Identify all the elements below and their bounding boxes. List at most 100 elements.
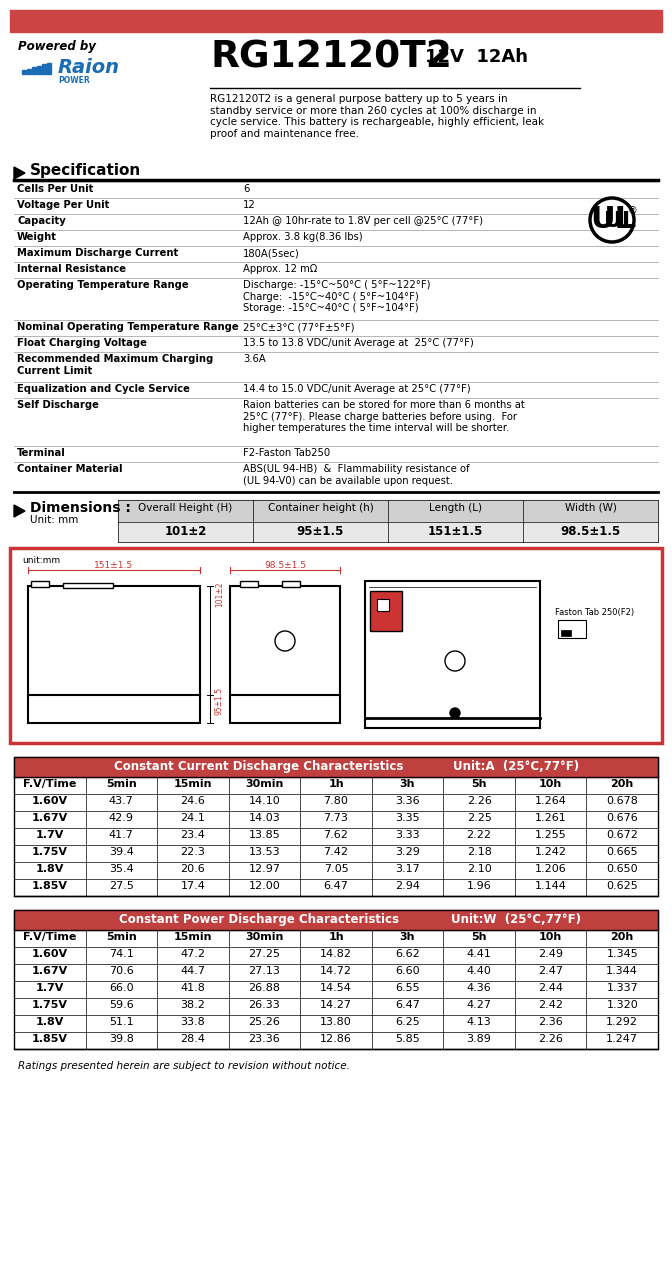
Text: 20h: 20h (611, 780, 634, 788)
Text: 2.44: 2.44 (538, 983, 563, 993)
Text: 1.75V: 1.75V (32, 1000, 68, 1010)
Text: unit:mm: unit:mm (22, 556, 60, 564)
Text: 26.88: 26.88 (249, 983, 280, 993)
Text: Terminal: Terminal (17, 448, 66, 458)
Bar (28, 586, 200, 723)
Text: Container height (h): Container height (h) (267, 503, 374, 513)
Bar (14, 1015, 658, 1032)
Bar (118, 522, 658, 541)
Text: Length (L): Length (L) (429, 503, 482, 513)
Text: 3.17: 3.17 (395, 864, 420, 874)
Text: Unit:W  (25°C,77°F): Unit:W (25°C,77°F) (452, 913, 581, 925)
Bar (63, 582, 113, 588)
Bar (14, 1032, 658, 1050)
Text: 12.00: 12.00 (249, 881, 280, 891)
Text: 13.85: 13.85 (249, 829, 280, 840)
Text: 4.40: 4.40 (466, 966, 491, 975)
Text: 98.5±1.5: 98.5±1.5 (264, 561, 306, 570)
Text: POWER: POWER (58, 76, 90, 84)
Text: 12.97: 12.97 (249, 864, 280, 874)
Text: 14.54: 14.54 (320, 983, 352, 993)
Text: 1.7V: 1.7V (36, 983, 64, 993)
Bar (22, 70, 26, 74)
Bar (14, 828, 658, 845)
Text: Internal Resistance: Internal Resistance (17, 264, 126, 274)
Text: 1.96: 1.96 (467, 881, 491, 891)
Text: 44.7: 44.7 (180, 966, 206, 975)
Text: 33.8: 33.8 (181, 1018, 205, 1027)
Text: Faston Tab 250(F2): Faston Tab 250(F2) (555, 608, 634, 617)
Text: 41.8: 41.8 (181, 983, 206, 993)
Text: 13.80: 13.80 (320, 1018, 352, 1027)
Text: 5h: 5h (471, 932, 487, 942)
Text: 14.72: 14.72 (320, 966, 352, 975)
Text: 95±1.5: 95±1.5 (215, 687, 224, 716)
Text: 2.10: 2.10 (467, 864, 491, 874)
Text: 3.29: 3.29 (395, 847, 420, 858)
Text: 14.4 to 15.0 VDC/unit Average at 25°C (77°F): 14.4 to 15.0 VDC/unit Average at 25°C (7… (243, 384, 470, 394)
Polygon shape (14, 506, 25, 517)
Text: 6.25: 6.25 (395, 1018, 420, 1027)
Text: 1.345: 1.345 (606, 948, 638, 959)
Text: Self Discharge: Self Discharge (17, 399, 99, 410)
Bar (14, 861, 658, 879)
Text: 7.05: 7.05 (324, 864, 348, 874)
Text: 23.4: 23.4 (181, 829, 206, 840)
Text: 70.6: 70.6 (109, 966, 134, 975)
Text: 2.42: 2.42 (538, 1000, 563, 1010)
Text: 59.6: 59.6 (109, 1000, 134, 1010)
Text: ®: ® (628, 206, 638, 216)
Text: 2.22: 2.22 (466, 829, 492, 840)
Text: 4.36: 4.36 (467, 983, 491, 993)
Text: 6.60: 6.60 (395, 966, 420, 975)
Text: F2-Faston Tab250: F2-Faston Tab250 (243, 448, 330, 458)
Text: 12: 12 (243, 200, 256, 210)
Text: 6.55: 6.55 (395, 983, 420, 993)
Text: 1.242: 1.242 (535, 847, 566, 858)
Bar (42, 64, 46, 74)
Bar (31, 581, 49, 588)
Bar (14, 910, 658, 1050)
Text: 1.337: 1.337 (606, 983, 638, 993)
Text: 1h: 1h (328, 932, 344, 942)
Bar (14, 998, 658, 1015)
Bar (365, 581, 540, 728)
Text: 15min: 15min (173, 932, 212, 942)
Text: 2.25: 2.25 (466, 813, 491, 823)
Circle shape (590, 198, 634, 242)
Text: 14.27: 14.27 (320, 1000, 352, 1010)
Text: 2.36: 2.36 (538, 1018, 563, 1027)
Text: Recommended Maximum Charging
Current Limit: Recommended Maximum Charging Current Lim… (17, 355, 213, 375)
Text: 27.25: 27.25 (249, 948, 280, 959)
Text: Equalization and Cycle Service: Equalization and Cycle Service (17, 384, 190, 394)
Text: Constant Current Discharge Characteristics: Constant Current Discharge Characteristi… (114, 760, 403, 773)
Circle shape (450, 708, 460, 718)
Bar (14, 931, 658, 947)
Text: Unit:A  (25°C,77°F): Unit:A (25°C,77°F) (453, 760, 579, 773)
Text: 1.85V: 1.85V (32, 881, 68, 891)
Text: 6.47: 6.47 (395, 1000, 420, 1010)
Text: 5min: 5min (106, 780, 136, 788)
Text: 5.85: 5.85 (395, 1034, 420, 1044)
Text: 0.665: 0.665 (606, 847, 638, 858)
Text: 24.1: 24.1 (181, 813, 206, 823)
Bar (558, 620, 586, 637)
Text: 1.255: 1.255 (535, 829, 566, 840)
Text: 3h: 3h (400, 780, 415, 788)
Text: Float Charging Voltage: Float Charging Voltage (17, 338, 147, 348)
Text: Weight: Weight (17, 232, 57, 242)
Text: 35.4: 35.4 (109, 864, 134, 874)
Text: 1.344: 1.344 (606, 966, 638, 975)
Text: 13.5 to 13.8 VDC/unit Average at  25°C (77°F): 13.5 to 13.8 VDC/unit Average at 25°C (7… (243, 338, 474, 348)
Bar (14, 879, 658, 896)
Text: 3.6A: 3.6A (243, 355, 265, 364)
Text: 95±1.5: 95±1.5 (297, 525, 344, 538)
Text: Raion batteries can be stored for more than 6 months at
25°C (77°F). Please char: Raion batteries can be stored for more t… (243, 399, 525, 433)
Bar (14, 845, 658, 861)
Bar (14, 777, 658, 794)
Text: RG12120T2 is a general purpose battery up to 5 years in
standby service or more : RG12120T2 is a general purpose battery u… (210, 93, 544, 138)
Text: 7.62: 7.62 (323, 829, 349, 840)
Text: Dimensions :: Dimensions : (30, 500, 131, 515)
Text: 27.13: 27.13 (249, 966, 280, 975)
Text: 15min: 15min (173, 780, 212, 788)
